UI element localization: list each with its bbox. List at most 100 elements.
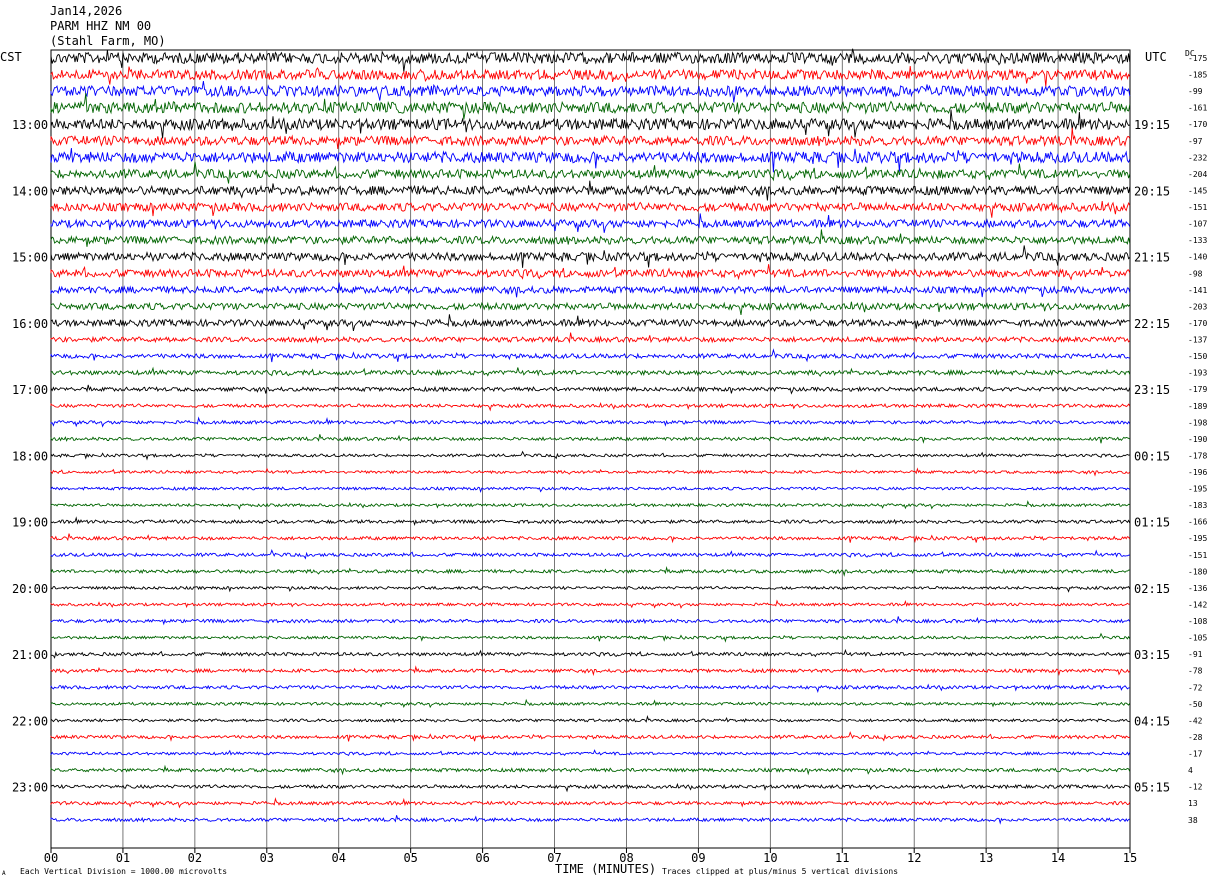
utc-hour-label: 05:15 [1134, 781, 1170, 795]
dc-offset-label: -78 [1188, 667, 1203, 676]
dc-offset-label: -150 [1188, 352, 1207, 361]
dc-offset-label: -151 [1188, 551, 1207, 560]
trace-row [50, 348, 1130, 363]
trace-row [50, 450, 1130, 461]
trace-row [50, 401, 1131, 412]
cst-hour-label: 13:00 [12, 118, 48, 132]
dc-offset-label: -12 [1188, 783, 1203, 792]
trace-row [50, 264, 1131, 281]
dc-offset-label: 38 [1188, 816, 1198, 825]
trace-row [50, 282, 1131, 298]
dc-offset-label: -161 [1188, 104, 1207, 113]
dc-offset-label: -98 [1188, 269, 1203, 278]
x-tick-label: 01 [116, 851, 130, 865]
trace-row [50, 467, 1131, 477]
cst-hour-label: 20:00 [12, 582, 48, 596]
x-tick-label: 03 [260, 851, 274, 865]
dc-offset-label: -91 [1188, 650, 1203, 659]
dc-offset-label: -190 [1188, 435, 1207, 444]
dc-offset-label: -185 [1188, 71, 1207, 80]
trace-row [50, 698, 1131, 709]
corner-mark: A [2, 870, 6, 877]
dc-offset-label: -175 [1188, 54, 1207, 63]
trace-row [50, 416, 1131, 428]
dc-offset-label: -99 [1188, 87, 1203, 96]
dc-offset-label: -72 [1188, 683, 1203, 692]
dc-offset-label: -232 [1188, 153, 1207, 162]
trace-row [50, 782, 1131, 793]
dc-offset-label: -183 [1188, 501, 1207, 510]
dc-offset-label: -50 [1188, 700, 1203, 709]
trace-row [50, 648, 1131, 659]
dc-offset-label: -108 [1188, 617, 1207, 626]
cst-hour-label: 17:00 [12, 383, 48, 397]
cst-hour-label: 19:00 [12, 516, 48, 530]
dc-offset-label: -105 [1188, 634, 1207, 643]
x-tick-label: 07 [547, 851, 561, 865]
x-tick-label: 08 [619, 851, 633, 865]
trace-row [50, 147, 1131, 173]
trace-row [50, 486, 1131, 494]
trace-row [50, 632, 1131, 643]
dc-offset-label: -180 [1188, 567, 1207, 576]
utc-hour-label: 03:15 [1134, 648, 1170, 662]
dc-offset-label: -166 [1188, 518, 1207, 527]
trace-row [50, 599, 1130, 609]
trace-row [50, 301, 1131, 315]
trace-row [50, 665, 1131, 677]
dc-offset-label: -42 [1188, 716, 1203, 725]
trace-row [50, 229, 1131, 247]
x-tick-label: 04 [332, 851, 346, 865]
dc-offset-label: -193 [1188, 369, 1207, 378]
trace-row [50, 434, 1131, 444]
dc-offset-label: -198 [1188, 418, 1207, 427]
trace-row [50, 314, 1130, 332]
utc-hour-label: 21:15 [1134, 251, 1170, 265]
dc-offset-label: -170 [1188, 319, 1207, 328]
dc-offset-label: -195 [1188, 534, 1207, 543]
dc-offset-label: -142 [1188, 600, 1207, 609]
x-tick-label: 15 [1123, 851, 1137, 865]
utc-hour-label: 04:15 [1134, 714, 1170, 728]
utc-hour-label: 01:15 [1134, 516, 1170, 530]
trace-row [50, 48, 1131, 72]
dc-offset-label: 13 [1188, 799, 1198, 808]
trace-row [50, 332, 1131, 344]
dc-offset-label: -137 [1188, 336, 1207, 345]
trace-row [50, 565, 1130, 577]
cst-hour-label: 23:00 [12, 781, 48, 795]
trace-row [50, 715, 1130, 724]
dc-offset-label: -28 [1188, 733, 1203, 742]
utc-hour-label: 20:15 [1134, 184, 1170, 198]
trace-row [50, 585, 1131, 593]
x-tick-label: 14 [1051, 851, 1065, 865]
x-tick-label: 09 [691, 851, 705, 865]
cst-hour-label: 14:00 [12, 184, 48, 198]
x-tick-label: 05 [403, 851, 417, 865]
trace-row [50, 245, 1131, 268]
cst-hour-label: 22:00 [12, 714, 48, 728]
trace-row [50, 213, 1131, 233]
trace-row [50, 616, 1131, 626]
trace-row [50, 683, 1130, 693]
trace-row [50, 127, 1131, 149]
dc-offset-label: -141 [1188, 286, 1207, 295]
trace-row [50, 815, 1130, 825]
trace-row [50, 500, 1130, 510]
dc-offset-label: -97 [1188, 137, 1203, 146]
x-tick-label: 10 [763, 851, 777, 865]
utc-hour-label: 23:15 [1134, 383, 1170, 397]
trace-row [50, 201, 1131, 218]
dc-offset-label: -189 [1188, 402, 1207, 411]
utc-hour-label: 19:15 [1134, 118, 1170, 132]
header-station: PARM HHZ NM 00 [50, 19, 152, 33]
dc-offset-label: -136 [1188, 584, 1207, 593]
x-tick-label: 06 [475, 851, 489, 865]
cst-hour-label: 21:00 [12, 648, 48, 662]
trace-row [50, 764, 1131, 776]
trace-row [50, 92, 1131, 120]
cst-label: CST [0, 50, 22, 64]
dc-offset-label: -145 [1188, 186, 1207, 195]
utc-hour-label: 22:15 [1134, 317, 1170, 331]
trace-row [50, 161, 1131, 184]
